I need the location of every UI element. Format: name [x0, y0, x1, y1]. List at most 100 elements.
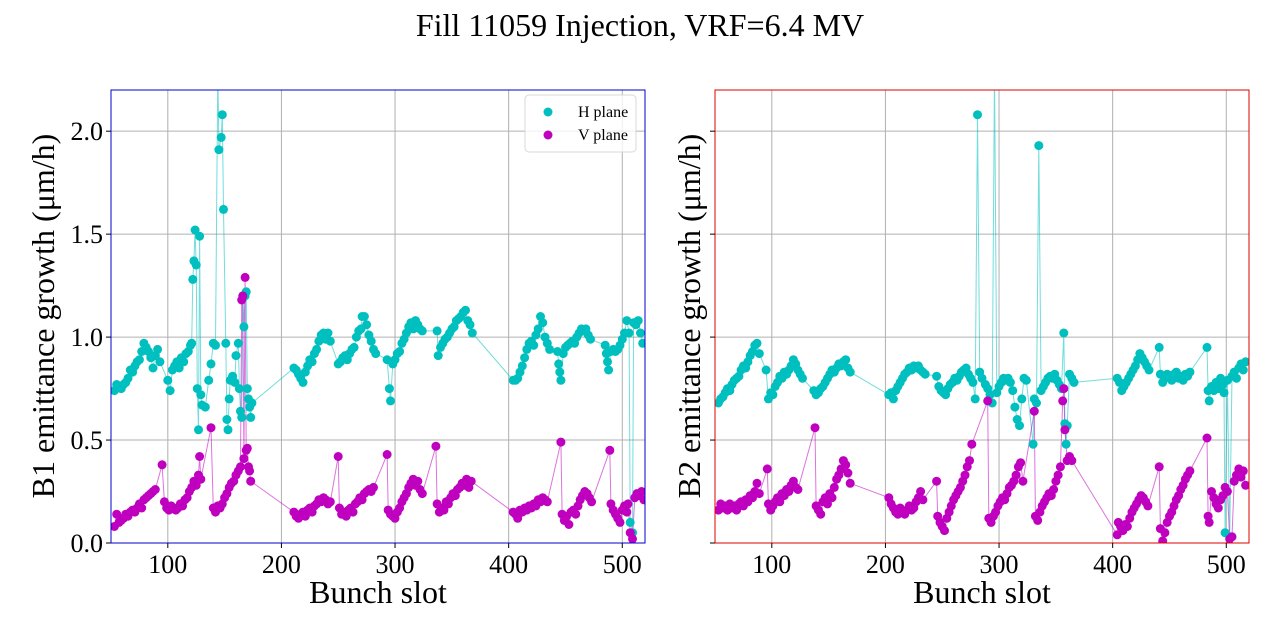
b1-h-plane-point	[165, 386, 175, 396]
b1-h-plane-point	[134, 355, 144, 365]
b2-v-plane-point	[775, 497, 785, 507]
b2-h-plane-point	[1015, 421, 1024, 431]
b1-h-plane-point	[191, 260, 201, 270]
b1-x-tick-label: 500	[603, 550, 642, 579]
b1-v-plane-point	[382, 450, 392, 459]
b1-y-tick-label: 0.0	[71, 529, 104, 558]
b2-h-plane-point	[1241, 357, 1249, 367]
b1-h-plane-point	[234, 384, 244, 394]
b1-h-plane-point	[200, 402, 210, 412]
b2-h-plane-point	[1238, 365, 1248, 375]
b1-h-plane-point	[625, 517, 635, 527]
b1-v-plane-point	[195, 452, 205, 461]
b2-v-plane-point	[1158, 536, 1168, 543]
b1-v-plane-point	[556, 437, 566, 447]
b1-h-plane-point	[386, 396, 395, 406]
b1-h-plane-point	[371, 349, 381, 359]
b1-y-tick-label: 1.0	[71, 323, 104, 352]
b2-h-plane-point	[1059, 328, 1069, 338]
b2-v-plane-point	[960, 470, 970, 480]
b1-h-plane-point	[636, 328, 645, 338]
b1-h-plane-point	[323, 328, 333, 338]
b1-v-plane-point	[431, 441, 441, 451]
b1-h-plane-point	[219, 204, 228, 214]
b2-h-plane-point	[1069, 377, 1079, 387]
b1-h-plane-point	[246, 412, 256, 422]
b1-x-tick-label: 200	[262, 550, 301, 579]
b1-h-plane-point	[174, 363, 184, 373]
b2-plot-frame	[714, 89, 1250, 544]
b2-v-plane-point	[1202, 433, 1212, 443]
b1-v-plane-point	[564, 520, 574, 529]
b2-h-plane-point	[970, 394, 980, 404]
b1-v-plane-point	[246, 476, 256, 486]
b2-h-plane-point	[1219, 388, 1229, 398]
legend: H plane V plane	[524, 94, 637, 153]
b2-v-plane-point	[762, 464, 772, 474]
b2-v-plane-point	[1241, 480, 1249, 490]
b1-series-points	[111, 110, 645, 543]
b1-h-plane-point	[556, 375, 566, 385]
b1-h-plane-point	[633, 316, 643, 326]
b1-v-plane-point	[236, 462, 245, 472]
b1-v-plane-point	[245, 466, 255, 476]
b1-h-plane-point	[545, 344, 555, 354]
b2-v-plane-point	[1049, 485, 1059, 494]
b1-h-plane-point	[638, 338, 645, 348]
b2-v-plane-point	[983, 396, 993, 406]
b1-v-plane-point	[513, 513, 523, 523]
b1-h-plane-point	[395, 347, 405, 356]
b2-h-plane-point	[1028, 439, 1038, 449]
b1-h-plane-point	[622, 316, 632, 326]
b2-h-plane-point	[1154, 342, 1164, 352]
b1-h-plane-point	[247, 398, 257, 408]
b1-h-plane-point	[432, 326, 442, 336]
b1-h-plane-point	[230, 377, 240, 387]
b2-h-plane-point	[798, 373, 807, 383]
b2-h-plane-point	[1144, 365, 1154, 375]
b2-x-ticks: 100 200 300 400 500	[752, 543, 1246, 579]
b2-h-plane-point	[1061, 439, 1071, 449]
b2-x-axis-label: Bunch slot	[913, 574, 1051, 610]
b2-h-plane-point	[932, 371, 942, 381]
b2-v-plane-point	[1011, 470, 1021, 480]
b1-h-plane-point	[190, 225, 200, 235]
b1-x-tick-label: 100	[148, 550, 187, 579]
b2-y-axis-label: B2 emittance growth (μm/h)	[671, 134, 707, 499]
b1-y-axis-label: B1 emittance growth (μm/h)	[25, 134, 61, 499]
b2-h-plane-point	[761, 365, 771, 375]
b2-h-plane-point	[920, 369, 930, 379]
b1-h-plane-point	[148, 363, 158, 373]
b2-h-plane-point	[1185, 367, 1195, 377]
b2-v-plane-point	[1060, 425, 1070, 435]
b1-h-plane-point	[231, 351, 241, 361]
b2-v-plane-point	[967, 439, 977, 449]
b1-v-plane-point	[137, 503, 147, 513]
b1-h-plane-point	[307, 357, 317, 367]
b1-h-plane-point	[467, 328, 477, 338]
b1-h-plane-point	[555, 367, 565, 377]
b2-v-plane-point	[823, 499, 832, 509]
b1-v-plane-point	[587, 497, 597, 507]
b1-y-tick-label: 2.0	[71, 117, 104, 146]
b1-v-plane-point	[196, 474, 206, 484]
b1-h-plane-point	[123, 373, 133, 383]
b1-v-plane-point	[333, 452, 343, 461]
b1-v-plane-point	[637, 487, 645, 496]
b1-h-plane-point	[554, 359, 564, 369]
b2-grid	[715, 90, 1249, 544]
b2-v-plane-point	[932, 476, 942, 486]
b2-h-plane-point	[1017, 394, 1027, 404]
b2-h-plane-point	[1232, 373, 1241, 383]
b1-h-plane-point	[222, 415, 232, 424]
b1-h-plane-point	[196, 390, 206, 400]
b1-h-plane-point	[465, 320, 475, 330]
b2-v-plane-point	[916, 487, 926, 496]
b1-v-plane-point	[369, 482, 378, 492]
b2-v-plane-point	[1222, 487, 1232, 496]
b1-v-plane-point	[325, 497, 335, 507]
b1-v-plane-point	[605, 445, 615, 455]
b1-y-ticks: 0.0 0.5 1.0 1.5 2.0	[71, 117, 111, 558]
b1-v-plane-point	[622, 507, 632, 517]
b2-h-plane-point	[1204, 396, 1214, 406]
